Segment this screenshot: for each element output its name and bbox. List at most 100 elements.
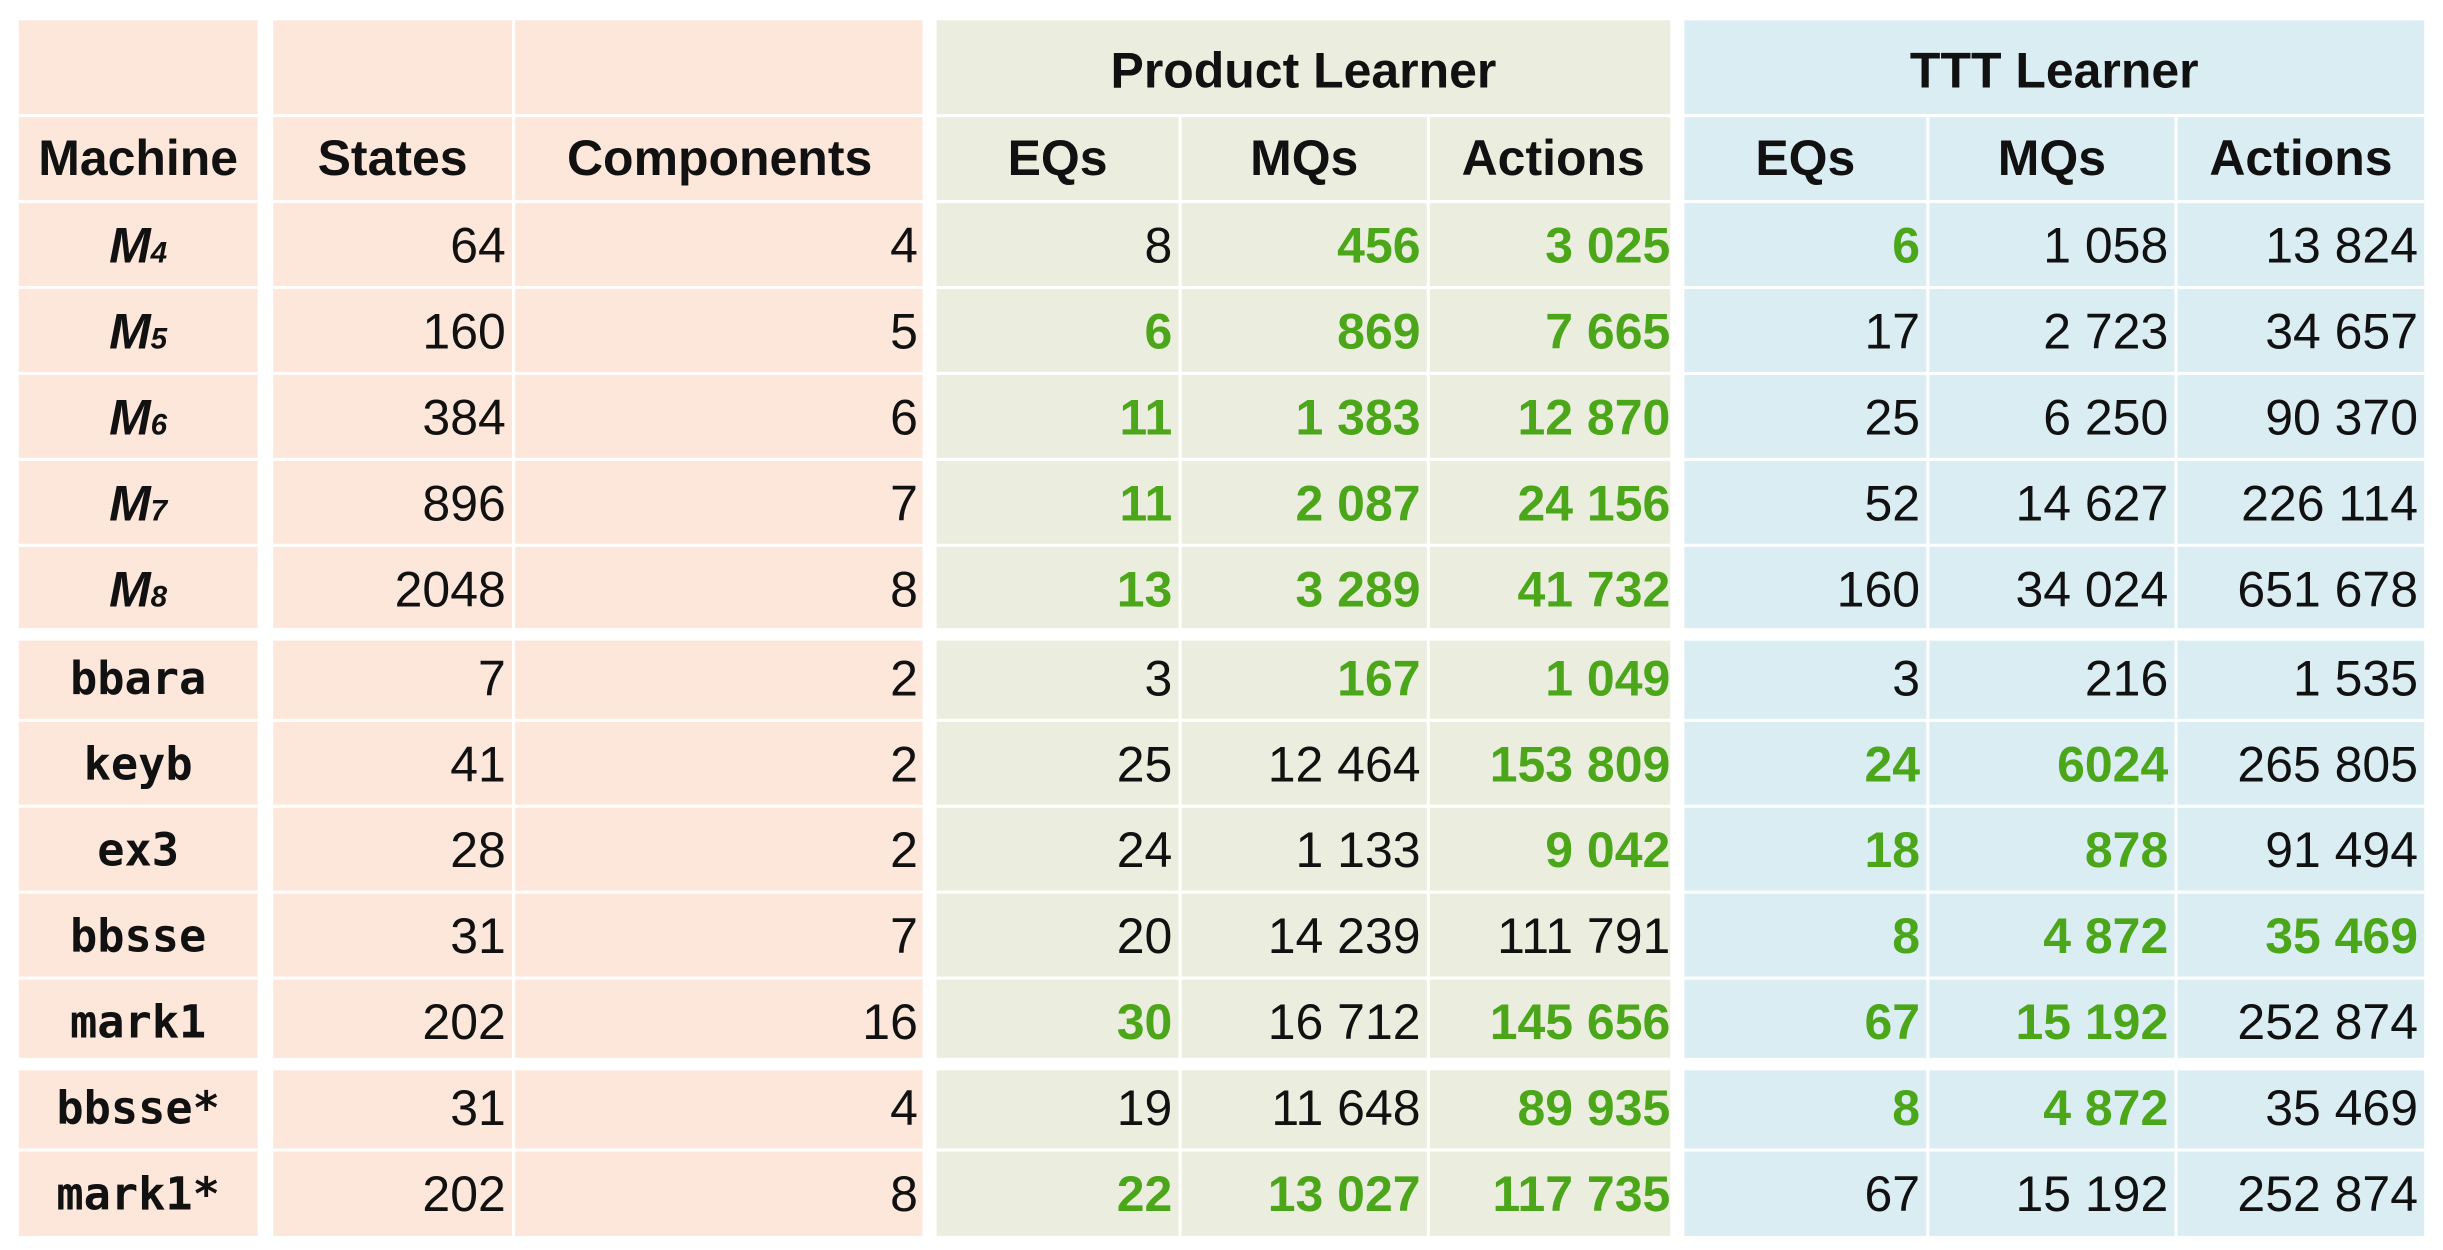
- column-divider: [1426, 115, 1430, 1236]
- row-divider: [18, 114, 2425, 118]
- t-mqs-cell: 15 192: [2015, 992, 2169, 1050]
- states-cell: 2048: [394, 560, 506, 617]
- p-actions-cell: 153 809: [1489, 735, 1671, 792]
- col-header-product-actions: Actions: [1461, 128, 1645, 186]
- states-cell: 64: [450, 216, 506, 273]
- p-eqs-cell: 13: [1116, 560, 1173, 617]
- p-actions-cell: 145 656: [1489, 992, 1671, 1050]
- components-cell: 4: [890, 1078, 918, 1136]
- p-eqs-cell: 11: [1119, 474, 1173, 531]
- col-header-machine: Machine: [38, 128, 239, 186]
- col-header-product-eqs: EQs: [1007, 128, 1108, 186]
- components-cell: 5: [890, 302, 918, 359]
- p-actions-cell: 111 791: [1497, 907, 1671, 964]
- t-actions-cell: 91 494: [2265, 821, 2418, 878]
- p-actions-cell: 3 025: [1545, 216, 1671, 273]
- p-actions-cell: 41 732: [1517, 560, 1671, 617]
- machine-name: M: [109, 302, 151, 359]
- row-divider: [18, 890, 2425, 894]
- p-mqs-cell: 11 648: [1271, 1078, 1421, 1136]
- p-actions-cell: 12 870: [1517, 388, 1671, 445]
- col-header-product-mqs: MQs: [1250, 128, 1359, 186]
- p-mqs-cell: 13 027: [1267, 1164, 1421, 1222]
- machine-cell: ex3: [97, 823, 180, 877]
- machine-cell: bbsse: [70, 909, 207, 963]
- components-cell: 2: [890, 649, 918, 706]
- t-eqs-cell: 52: [1864, 474, 1921, 531]
- states-cell: 202: [422, 992, 506, 1050]
- t-mqs-cell: 4 872: [2043, 907, 2169, 964]
- t-actions-cell: 226 114: [2241, 474, 2418, 531]
- p-actions-cell: 89 935: [1517, 1078, 1671, 1136]
- col-header-states: States: [317, 128, 468, 186]
- t-eqs-cell: 25: [1864, 388, 1921, 445]
- t-mqs-cell: 216: [2084, 649, 2169, 706]
- t-actions-cell: 35 469: [2265, 1078, 2418, 1136]
- column-divider: [1178, 115, 1182, 1236]
- states-cell: 7: [477, 649, 506, 706]
- machine-subscript: 6: [150, 409, 168, 443]
- row-divider: [18, 718, 2425, 722]
- p-eqs-cell: 8: [1144, 216, 1173, 273]
- p-mqs-cell: 456: [1337, 216, 1421, 273]
- t-mqs-cell: 6 250: [2043, 388, 2169, 445]
- machine-cell: bbara: [70, 651, 207, 705]
- row-divider: [18, 200, 2425, 204]
- row-divider: [18, 976, 2425, 980]
- t-eqs-cell: 8: [1892, 907, 1921, 964]
- t-eqs-cell: 160: [1836, 560, 1921, 617]
- t-actions-cell: 90 370: [2265, 388, 2418, 445]
- p-eqs-cell: 22: [1116, 1164, 1173, 1222]
- t-eqs-cell: 8: [1892, 1078, 1921, 1136]
- machine-cell: mark1*: [56, 1167, 220, 1221]
- t-mqs-cell: 1 058: [2043, 216, 2169, 273]
- col-header-ttt-actions: Actions: [2209, 128, 2393, 186]
- t-mqs-cell: 34 024: [2015, 560, 2169, 617]
- p-actions-cell: 24 156: [1517, 474, 1671, 531]
- t-eqs-cell: 3: [1892, 649, 1921, 706]
- p-eqs-cell: 30: [1116, 992, 1173, 1050]
- row-divider: [18, 1148, 2425, 1152]
- p-actions-cell: 9 042: [1545, 821, 1671, 878]
- p-eqs-cell: 19: [1116, 1078, 1173, 1136]
- t-actions-cell: 1 535: [2292, 649, 2418, 706]
- group-separator: [0, 1057, 2443, 1071]
- p-mqs-cell: 1 133: [1295, 821, 1421, 878]
- machine-cell: bbsse*: [56, 1081, 220, 1135]
- p-eqs-cell: 3: [1144, 649, 1173, 706]
- p-mqs-cell: 12 464: [1267, 735, 1421, 792]
- t-mqs-cell: 6024: [2057, 735, 2169, 792]
- components-cell: 7: [890, 474, 918, 531]
- p-mqs-cell: 2 087: [1295, 474, 1421, 531]
- components-cell: 16: [862, 992, 918, 1050]
- t-actions-cell: 13 824: [2265, 216, 2418, 273]
- machine-name: M: [109, 388, 151, 445]
- p-eqs-cell: 6: [1144, 302, 1173, 359]
- t-eqs-cell: 18: [1864, 821, 1921, 878]
- group-separator: [0, 628, 2443, 641]
- col-header-ttt-eqs: EQs: [1755, 128, 1856, 186]
- machine-name: M: [109, 474, 151, 531]
- states-cell: 896: [422, 474, 506, 531]
- col-header-ttt-mqs: MQs: [1997, 128, 2107, 186]
- p-eqs-cell: 11: [1119, 388, 1173, 445]
- p-actions-cell: 117 735: [1492, 1164, 1671, 1222]
- t-mqs-cell: 878: [2084, 821, 2169, 878]
- p-eqs-cell: 24: [1116, 821, 1173, 878]
- row-divider: [18, 804, 2425, 808]
- product-learner-header: Product Learner: [1110, 42, 1497, 99]
- p-eqs-cell: 25: [1116, 735, 1173, 792]
- states-cell: 31: [450, 907, 506, 964]
- t-actions-cell: 651 678: [2237, 560, 2418, 617]
- t-actions-cell: 34 657: [2265, 302, 2418, 359]
- row-divider: [18, 285, 2425, 290]
- components-cell: 8: [890, 1164, 918, 1222]
- t-actions-cell: 252 874: [2237, 1164, 2418, 1222]
- t-actions-cell: 252 874: [2237, 992, 2418, 1050]
- t-mqs-cell: 2 723: [2043, 302, 2169, 359]
